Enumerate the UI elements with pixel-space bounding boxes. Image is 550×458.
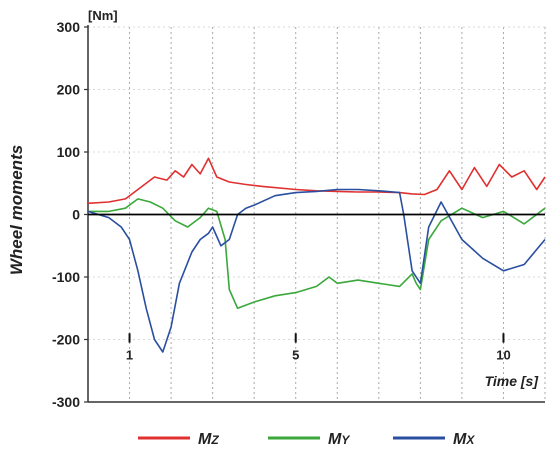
x-tick-label: 1 <box>126 348 133 363</box>
y-tick-label: 200 <box>57 82 81 98</box>
axes <box>84 25 545 403</box>
series-line-mx <box>87 188 546 353</box>
legend-label-main: M <box>453 431 467 448</box>
legend-label-mx: MX <box>453 431 475 448</box>
y-tick-label: -300 <box>52 394 80 410</box>
y-unit-label: [Nm] <box>88 8 118 23</box>
y-axis-label: Wheel moments <box>7 145 26 275</box>
legend-label-main: M <box>328 431 342 448</box>
y-tick-label: -200 <box>52 332 80 348</box>
y-tick-label: 0 <box>72 207 80 223</box>
x-tick-label: 10 <box>496 348 510 363</box>
series-line-mz <box>87 157 546 205</box>
legend-label-mz: MZ <box>198 431 219 448</box>
legend-label-main: M <box>198 431 212 448</box>
legend-label-my: MY <box>328 431 350 448</box>
legend: MZ MY MX <box>138 431 475 448</box>
y-tick-label: 100 <box>57 144 81 160</box>
y-tick-label: 300 <box>57 19 81 35</box>
legend-label-subscript: Y <box>341 433 350 447</box>
x-tick-label: 5 <box>292 348 299 363</box>
x-axis-label: Time [s] <box>485 373 540 389</box>
series-lines <box>87 157 546 353</box>
legend-label-subscript: Z <box>210 433 219 447</box>
tick-labels: -300 -200 -100 0 100 200 300 1 5 10 <box>52 19 511 410</box>
legend-label-subscript: X <box>465 433 475 447</box>
y-tick-label: -100 <box>52 269 80 285</box>
series-line-my <box>88 198 546 310</box>
